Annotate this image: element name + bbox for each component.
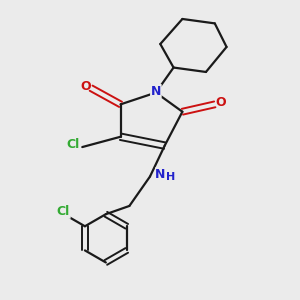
Text: O: O (80, 80, 91, 93)
Text: O: O (215, 96, 226, 110)
Text: Cl: Cl (57, 205, 70, 218)
Text: Cl: Cl (67, 138, 80, 151)
Text: N: N (155, 168, 166, 181)
Text: N: N (151, 85, 161, 98)
Text: H: H (166, 172, 176, 182)
